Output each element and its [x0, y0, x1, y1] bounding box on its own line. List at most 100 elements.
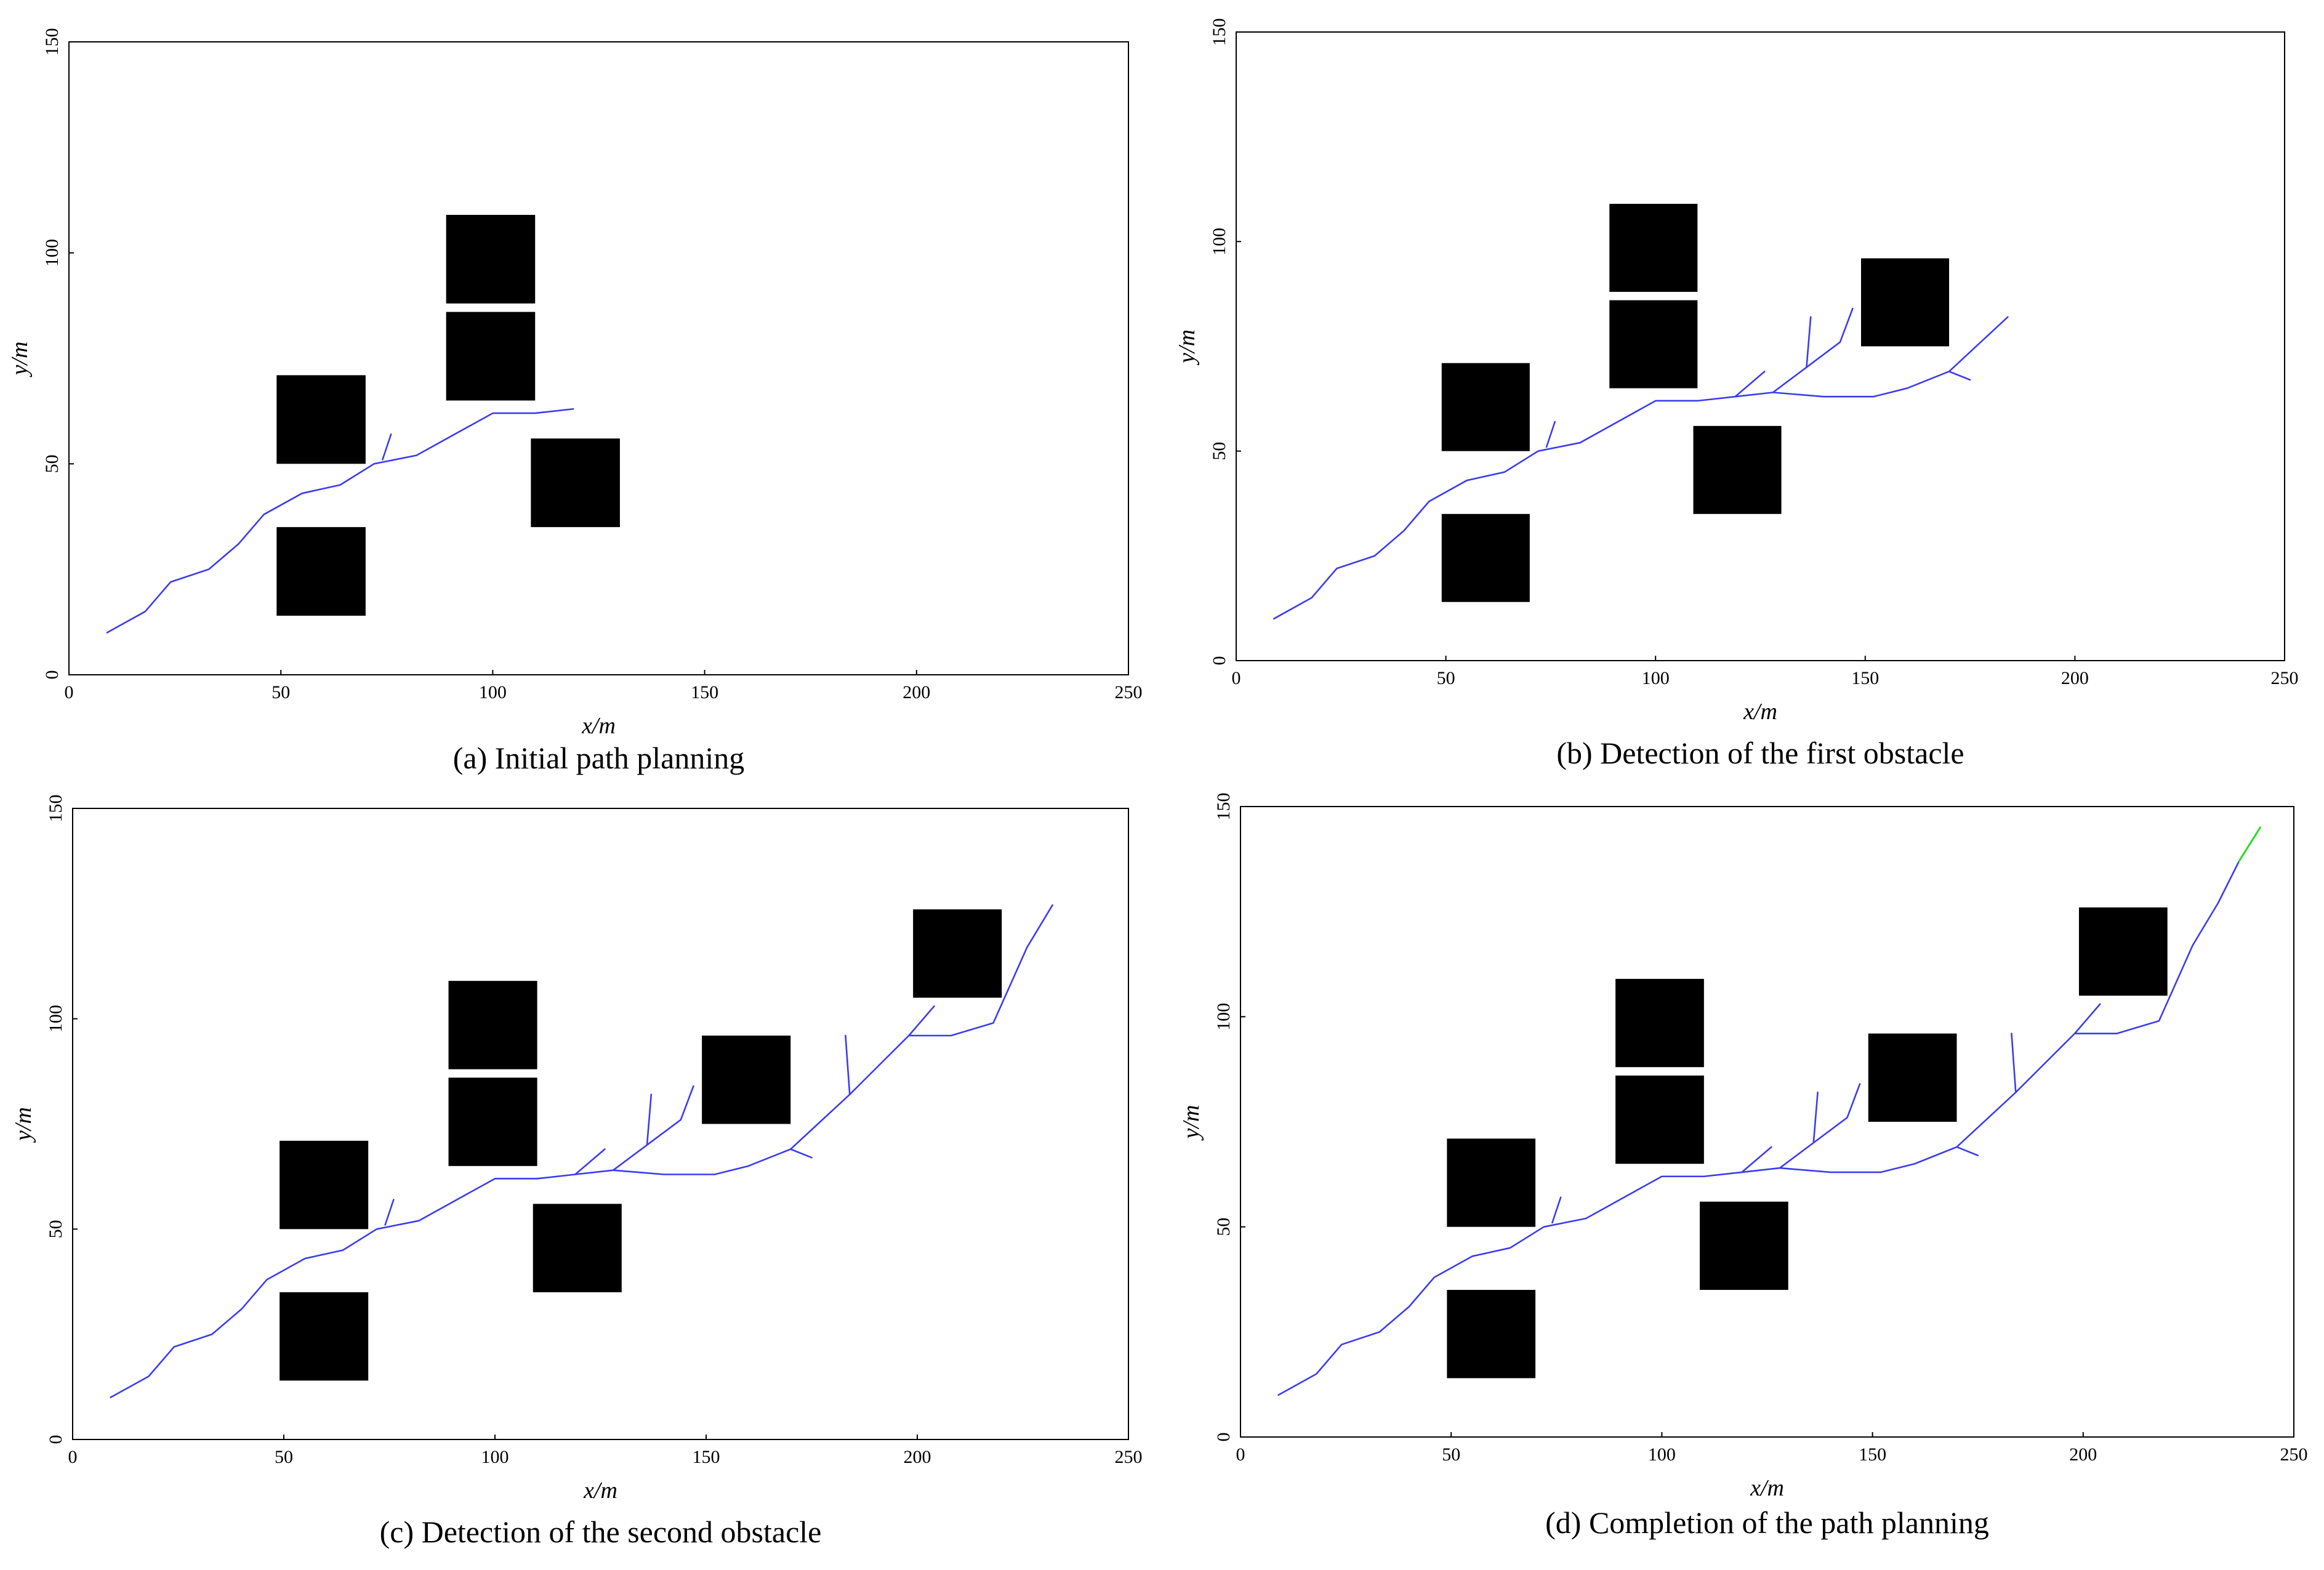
panel-c-xtick-label: 0: [68, 1447, 78, 1467]
panel-b-tree-side-branch: [1948, 371, 1971, 381]
panel-d-tree-side-branch: [1812, 1083, 1861, 1144]
panel-b-obstacle: [1860, 258, 1950, 347]
panel-a-axes-frame: [68, 41, 1129, 675]
panel-d-obstacle: [2078, 907, 2168, 996]
panel-b-obstacle: [1609, 300, 1698, 388]
panel-a-ytick-label: 0: [42, 670, 62, 680]
panel-b-ytick-label: 0: [1209, 656, 1229, 666]
panel-b-xtick-label: 250: [2271, 668, 2299, 688]
panel-b-ytick-label: 100: [1209, 228, 1229, 256]
panel-d-obstacle: [1868, 1033, 1957, 1122]
panel-c-tree-side-branch: [907, 1005, 935, 1037]
panel-a-ytick-label: 50: [42, 454, 62, 473]
panel-d-tree-side-branch: [2011, 1033, 2017, 1093]
panel-c-obstacle: [533, 1204, 622, 1292]
panel-c-xtick-label: 250: [1115, 1447, 1143, 1467]
panel-c: 0 50 100 150 200 250 0 50 100 150 x/m y/m (c) Detect…: [10, 795, 1143, 1550]
panel-c-ytick-label: 150: [46, 795, 66, 823]
panel-d-tree-side-branch: [1956, 1146, 1979, 1156]
panel-a-ylabel: y/m: [7, 342, 33, 378]
panel-a-obstacle: [276, 527, 366, 616]
panel-d-xtick-label: 0: [1236, 1444, 1245, 1465]
panel-b-xtick-label: 150: [1851, 668, 1879, 688]
panel-a-ytick-label: 150: [42, 28, 62, 56]
panel-d-xtick-label: 100: [1648, 1444, 1676, 1465]
panel-c-obstacle: [279, 1292, 369, 1381]
panel-a-xtick-label: 0: [65, 682, 74, 702]
panel-a-obstacle: [276, 375, 366, 464]
panel-d-tree-side-branch: [1779, 1091, 1819, 1169]
panel-b-ytick-label: 50: [1209, 442, 1229, 461]
panel-a-ytick-label: 100: [42, 239, 62, 267]
panel-d-caption: (d) Completion of the path planning: [1545, 1505, 1989, 1540]
panel-c-tree-side-branch: [612, 1093, 653, 1171]
panel-c-obstacle: [448, 1077, 537, 1166]
panel-b-obstacle: [1441, 363, 1530, 451]
panel-b-xtick-label: 200: [2061, 668, 2089, 688]
panel-a-tree-main-branch: [106, 408, 574, 634]
panel-c-caption: (c) Detection of the second obstacle: [380, 1515, 822, 1549]
panel-d-ytick-label: 50: [1213, 1218, 1234, 1236]
panel-b-tree-main-branch: [1273, 316, 2009, 620]
panel-b-xtick-label: 100: [1642, 668, 1670, 688]
panel-b-tree-side-branch: [1545, 421, 1556, 448]
panel-d-xtick-label: 150: [1859, 1444, 1886, 1465]
panel-a-obstacle: [531, 438, 620, 528]
panel-b-obstacle: [1441, 513, 1530, 602]
panel-c-xtick-label: 100: [481, 1447, 509, 1467]
panel-c-xtick-label: 50: [275, 1447, 293, 1467]
panel-b-obstacle: [1693, 425, 1782, 514]
panel-d-obstacle: [1615, 978, 1704, 1068]
panel-d-obstacle: [1447, 1290, 1536, 1379]
panel-a-caption: (a) Initial path planning: [453, 741, 744, 775]
panel-a: 0 50 100 150 200 250 0 50 100 150 x/m y/m (a) Initia…: [7, 28, 1143, 776]
panel-d-tree-side-branch: [1551, 1196, 1562, 1224]
panel-b-ytick-label: 150: [1209, 18, 1229, 46]
panel-c-xtick-label: 150: [693, 1447, 720, 1467]
panel-d-ytick-label: 150: [1213, 793, 1234, 821]
panel-d-obstacle: [1447, 1138, 1536, 1227]
panel-c-ylabel: y/m: [10, 1107, 36, 1143]
panel-a-xlabel: x/m: [581, 713, 616, 739]
panel-d: 0 50 100 150 200 250 0 50 100 150 x/m y/m (d) Comple…: [1178, 793, 2308, 1540]
panel-c-ytick-label: 0: [46, 1435, 66, 1444]
panel-a-xtick-label: 100: [479, 682, 507, 702]
panel-c-tree-side-branch: [384, 1199, 395, 1226]
panel-d-final-path-segment: [2238, 826, 2261, 863]
panel-d-ytick-label: 0: [1213, 1433, 1234, 1442]
panel-a-xtick-label: 250: [1115, 682, 1143, 702]
panel-b-tree-side-branch: [1806, 307, 1854, 368]
panel-b-tree-side-branch: [1772, 316, 1812, 393]
panel-b-caption: (b) Detection of the first obstacle: [1556, 736, 1964, 770]
panel-c-xlabel: x/m: [583, 1478, 617, 1504]
panel-c-tree-side-branch: [845, 1034, 851, 1095]
panel-c-xtick-label: 200: [904, 1447, 931, 1467]
panel-d-tree-side-branch: [2073, 1003, 2101, 1034]
panel-d-xtick-label: 250: [2280, 1444, 2308, 1465]
panel-d-ylabel: y/m: [1178, 1105, 1204, 1141]
panel-c-tree-main-branch: [110, 904, 1053, 1398]
panel-b-obstacle: [1609, 204, 1698, 292]
panel-c-obstacle: [448, 981, 537, 1069]
panel-d-xtick-label: 200: [2069, 1444, 2097, 1465]
panel-c-tree-side-branch: [789, 1148, 813, 1159]
panel-d-tree-side-branch: [1741, 1146, 1772, 1173]
panel-b-xtick-label: 0: [1232, 668, 1241, 688]
panel-d-obstacle: [1699, 1201, 1788, 1290]
panel-c-tree-side-branch: [646, 1085, 694, 1146]
panel-c-axes-frame: [72, 808, 1129, 1440]
panel-c-ytick-label: 100: [46, 1005, 66, 1033]
panel-a-obstacle: [446, 312, 536, 401]
panel-c-obstacle: [279, 1140, 369, 1230]
panel-d-xlabel: x/m: [1750, 1475, 1784, 1501]
panel-a-xtick-label: 50: [271, 682, 290, 702]
panel-b-xlabel: x/m: [1743, 699, 1777, 725]
panel-d-axes-frame: [1240, 806, 2294, 1438]
panel-d-obstacle: [1615, 1075, 1704, 1164]
panel-a-obstacle: [446, 214, 536, 304]
panel-c-ytick-label: 50: [46, 1220, 66, 1238]
panel-c-tree-side-branch: [574, 1148, 606, 1175]
panel-a-xtick-label: 150: [691, 682, 718, 702]
panel-b: 0 50 100 150 200 250 0 50 100 150 x/m y/m (b) Detect…: [1174, 18, 2299, 771]
panel-b-ylabel: y/m: [1174, 329, 1200, 366]
